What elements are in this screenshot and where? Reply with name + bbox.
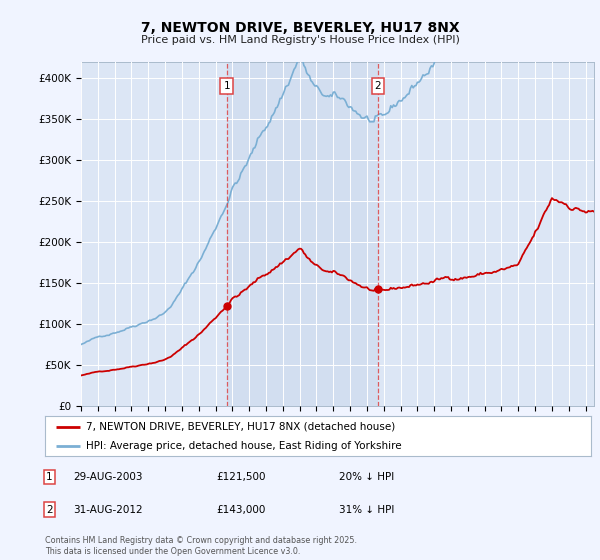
Text: 20% ↓ HPI: 20% ↓ HPI [339,472,394,482]
Text: 7, NEWTON DRIVE, BEVERLEY, HU17 8NX (detached house): 7, NEWTON DRIVE, BEVERLEY, HU17 8NX (det… [86,422,395,432]
Text: 2: 2 [46,505,53,515]
Text: £143,000: £143,000 [216,505,265,515]
Text: 7, NEWTON DRIVE, BEVERLEY, HU17 8NX: 7, NEWTON DRIVE, BEVERLEY, HU17 8NX [140,21,460,35]
Bar [227,62,378,406]
Text: 31% ↓ HPI: 31% ↓ HPI [339,505,394,515]
Text: 31-AUG-2012: 31-AUG-2012 [73,505,143,515]
Text: 2: 2 [375,81,382,91]
Text: 1: 1 [223,81,230,91]
Text: 29-AUG-2003: 29-AUG-2003 [73,472,143,482]
Text: Contains HM Land Registry data © Crown copyright and database right 2025.
This d: Contains HM Land Registry data © Crown c… [45,536,357,556]
Text: HPI: Average price, detached house, East Riding of Yorkshire: HPI: Average price, detached house, East… [86,441,401,450]
Text: Price paid vs. HM Land Registry's House Price Index (HPI): Price paid vs. HM Land Registry's House … [140,35,460,45]
Text: 1: 1 [46,472,53,482]
Text: £121,500: £121,500 [216,472,265,482]
